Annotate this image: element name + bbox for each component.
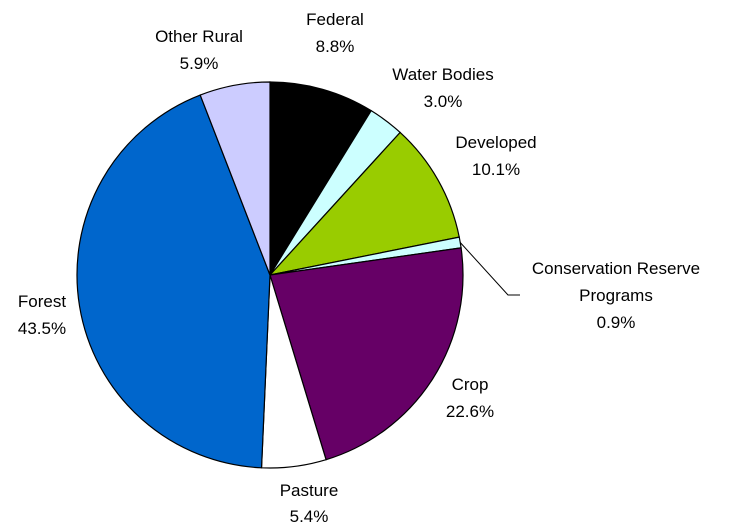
slice-label-crop: Crop	[452, 375, 489, 394]
slice-value-forest: 43.5%	[18, 319, 66, 338]
pie-slice-forest	[76, 94, 271, 469]
pie-slices	[76, 81, 464, 469]
slice-value-pasture: 5.4%	[290, 507, 329, 524]
slice-label-conservation-line2: Programs	[579, 286, 653, 305]
slice-label-other-rural: Other Rural	[155, 27, 243, 46]
slice-value-water-bodies: 3.0%	[424, 92, 463, 111]
slice-value-conservation: 0.9%	[597, 313, 636, 332]
slice-label-conservation-line1: Conservation Reserve	[532, 259, 700, 278]
slice-label-federal: Federal	[306, 10, 364, 29]
slice-value-other-rural: 5.9%	[180, 54, 219, 73]
leader-line-conservation	[459, 242, 520, 296]
slice-label-pasture: Pasture	[280, 481, 339, 500]
leader-lines	[459, 242, 520, 296]
slice-value-federal: 8.8%	[316, 37, 355, 56]
slice-label-forest: Forest	[18, 292, 66, 311]
pie-slice-federal	[269, 81, 373, 278]
slice-value-developed: 10.1%	[472, 160, 520, 179]
pie-slice-crop	[269, 247, 464, 461]
pie-slice-other-rural	[199, 81, 271, 276]
slice-label-developed: Developed	[455, 133, 536, 152]
slice-label-water-bodies: Water Bodies	[392, 65, 493, 84]
slice-value-crop: 22.6%	[446, 402, 494, 421]
pie-slice-developed	[268, 131, 460, 276]
